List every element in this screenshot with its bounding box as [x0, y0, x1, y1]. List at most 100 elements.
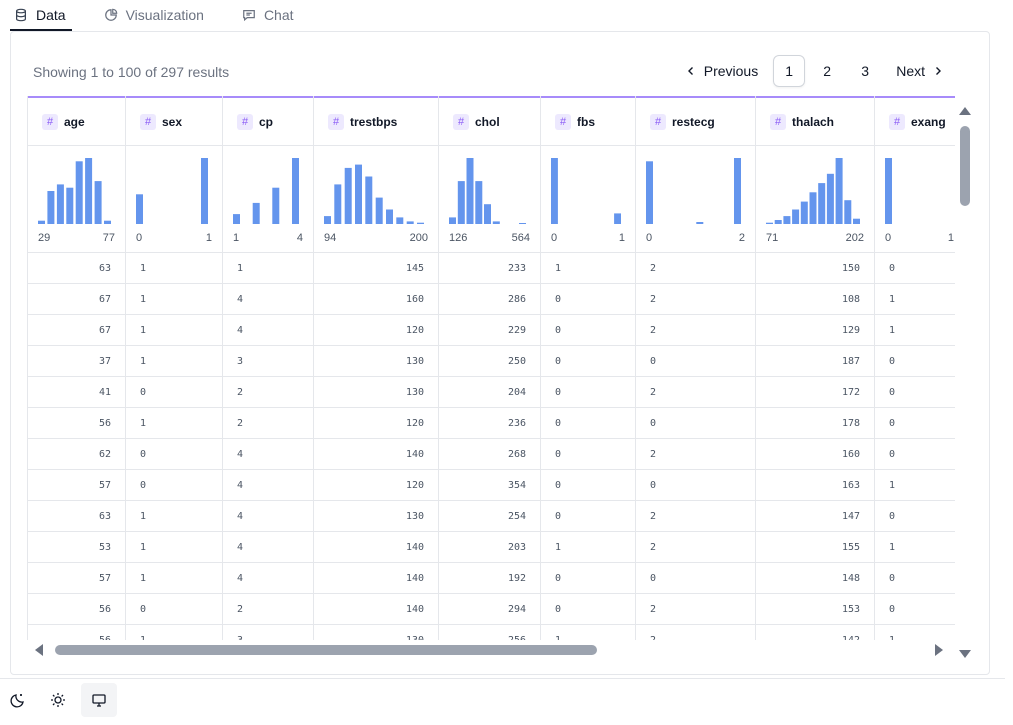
- table-cell[interactable]: 1: [541, 532, 635, 563]
- column-header[interactable]: # exang: [875, 96, 955, 146]
- table-cell[interactable]: 140: [314, 563, 438, 594]
- table-cell[interactable]: 163: [756, 470, 874, 501]
- table-cell[interactable]: 1: [126, 501, 222, 532]
- table-cell[interactable]: 354: [439, 470, 540, 501]
- table-cell[interactable]: 1: [126, 563, 222, 594]
- column-header[interactable]: # sex: [126, 96, 222, 146]
- table-cell[interactable]: 1: [126, 253, 222, 284]
- table-cell[interactable]: 0: [875, 253, 955, 284]
- vertical-scrollbar[interactable]: [955, 102, 975, 658]
- table-cell[interactable]: 62: [28, 439, 125, 470]
- light-theme-button[interactable]: [40, 683, 76, 717]
- table-cell[interactable]: 2: [636, 377, 755, 408]
- table-cell[interactable]: 108: [756, 284, 874, 315]
- table-cell[interactable]: 0: [126, 470, 222, 501]
- table-cell[interactable]: 147: [756, 501, 874, 532]
- table-cell[interactable]: 0: [875, 346, 955, 377]
- table-cell[interactable]: 1: [223, 253, 313, 284]
- table-cell[interactable]: 0: [875, 439, 955, 470]
- table-cell[interactable]: 120: [314, 470, 438, 501]
- table-cell[interactable]: 0: [541, 284, 635, 315]
- table-cell[interactable]: 0: [541, 563, 635, 594]
- table-cell[interactable]: 0: [636, 470, 755, 501]
- table-cell[interactable]: 67: [28, 315, 125, 346]
- page-2-button[interactable]: 2: [823, 63, 832, 79]
- table-cell[interactable]: 1: [875, 532, 955, 563]
- table-cell[interactable]: 56: [28, 625, 125, 641]
- table-cell[interactable]: 130: [314, 501, 438, 532]
- table-cell[interactable]: 63: [28, 253, 125, 284]
- table-cell[interactable]: 192: [439, 563, 540, 594]
- table-cell[interactable]: 256: [439, 625, 540, 641]
- table-cell[interactable]: 155: [756, 532, 874, 563]
- table-cell[interactable]: 2: [636, 532, 755, 563]
- scroll-up-icon[interactable]: [959, 107, 971, 115]
- table-cell[interactable]: 0: [541, 501, 635, 532]
- tab-visualization[interactable]: Visualization: [100, 0, 208, 30]
- column-header[interactable]: # thalach: [756, 96, 874, 146]
- previous-button[interactable]: Previous: [674, 55, 770, 87]
- table-cell[interactable]: 57: [28, 563, 125, 594]
- table-cell[interactable]: 150: [756, 253, 874, 284]
- column-header[interactable]: # trestbps: [314, 96, 438, 146]
- table-cell[interactable]: 1: [541, 625, 635, 641]
- table-cell[interactable]: 0: [126, 377, 222, 408]
- table-cell[interactable]: 160: [756, 439, 874, 470]
- table-cell[interactable]: 1: [126, 532, 222, 563]
- table-cell[interactable]: 120: [314, 315, 438, 346]
- data-table[interactable]: # age 29 77 63 67 67 37 41 56 62 57 63 53 57 56 56 # sex 0 1…: [27, 96, 955, 640]
- system-theme-button[interactable]: [81, 683, 117, 717]
- table-cell[interactable]: 1: [126, 284, 222, 315]
- table-cell[interactable]: 0: [126, 594, 222, 625]
- column-header[interactable]: # chol: [439, 96, 540, 146]
- table-cell[interactable]: 2: [636, 501, 755, 532]
- table-cell[interactable]: 178: [756, 408, 874, 439]
- table-cell[interactable]: 37: [28, 346, 125, 377]
- table-cell[interactable]: 2: [636, 315, 755, 346]
- table-cell[interactable]: 0: [541, 346, 635, 377]
- table-cell[interactable]: 140: [314, 532, 438, 563]
- tab-data[interactable]: Data: [10, 0, 72, 31]
- table-cell[interactable]: 0: [541, 408, 635, 439]
- table-cell[interactable]: 0: [541, 439, 635, 470]
- table-cell[interactable]: 2: [636, 253, 755, 284]
- table-cell[interactable]: 0: [875, 594, 955, 625]
- table-cell[interactable]: 203: [439, 532, 540, 563]
- scroll-down-icon[interactable]: [959, 650, 971, 658]
- table-cell[interactable]: 4: [223, 563, 313, 594]
- table-cell[interactable]: 130: [314, 625, 438, 641]
- table-cell[interactable]: 153: [756, 594, 874, 625]
- table-cell[interactable]: 67: [28, 284, 125, 315]
- table-cell[interactable]: 140: [314, 594, 438, 625]
- page-1-button[interactable]: 1: [773, 55, 806, 87]
- scroll-right-icon[interactable]: [935, 644, 943, 656]
- scroll-left-icon[interactable]: [35, 644, 43, 656]
- table-cell[interactable]: 0: [541, 315, 635, 346]
- table-cell[interactable]: 4: [223, 470, 313, 501]
- table-cell[interactable]: 0: [636, 408, 755, 439]
- table-cell[interactable]: 1: [875, 470, 955, 501]
- table-cell[interactable]: 140: [314, 439, 438, 470]
- table-cell[interactable]: 294: [439, 594, 540, 625]
- table-cell[interactable]: 148: [756, 563, 874, 594]
- table-cell[interactable]: 1: [875, 284, 955, 315]
- table-cell[interactable]: 1: [875, 625, 955, 641]
- horizontal-scrollbar[interactable]: [27, 640, 955, 660]
- table-cell[interactable]: 0: [636, 346, 755, 377]
- table-cell[interactable]: 57: [28, 470, 125, 501]
- table-cell[interactable]: 2: [636, 625, 755, 641]
- table-cell[interactable]: 129: [756, 315, 874, 346]
- table-cell[interactable]: 130: [314, 346, 438, 377]
- page-3-button[interactable]: 3: [861, 63, 870, 79]
- column-header[interactable]: # fbs: [541, 96, 635, 146]
- table-cell[interactable]: 1: [541, 253, 635, 284]
- table-cell[interactable]: 4: [223, 439, 313, 470]
- table-cell[interactable]: 0: [541, 377, 635, 408]
- table-cell[interactable]: 56: [28, 594, 125, 625]
- table-cell[interactable]: 236: [439, 408, 540, 439]
- column-header[interactable]: # age: [28, 96, 125, 146]
- table-cell[interactable]: 142: [756, 625, 874, 641]
- table-cell[interactable]: 229: [439, 315, 540, 346]
- vertical-scroll-thumb[interactable]: [960, 126, 970, 206]
- table-cell[interactable]: 204: [439, 377, 540, 408]
